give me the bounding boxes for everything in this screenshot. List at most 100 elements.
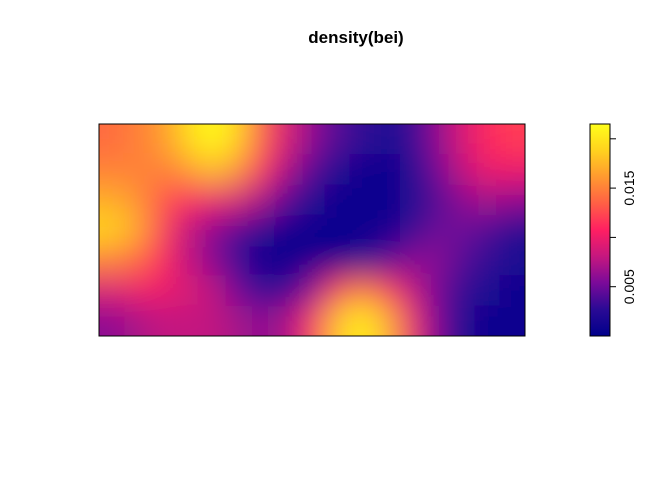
heatmap-cell — [299, 84, 325, 155]
heatmap-cell — [274, 84, 300, 155]
heatmap-cell — [500, 154, 566, 185]
heatmap-cell — [59, 275, 125, 306]
heatmap-cell — [375, 185, 401, 216]
heatmap-cell — [299, 154, 325, 185]
heatmap-cell — [124, 154, 150, 185]
heatmap-cell — [475, 154, 501, 185]
heatmap-cell — [375, 306, 401, 377]
heatmap-cell — [59, 306, 125, 377]
heatmap-cell — [249, 84, 275, 155]
heatmap-cell — [224, 306, 250, 377]
colorbar-tick-label: 0.005 — [621, 269, 637, 304]
heatmap-cell — [350, 84, 376, 155]
heatmap-cell — [425, 215, 451, 246]
heatmap-cell — [400, 185, 426, 216]
heatmap-cell — [425, 84, 451, 155]
heatmap-cell — [325, 84, 351, 155]
colorbar-gradient — [590, 124, 610, 336]
heatmap-cell — [375, 215, 401, 246]
heatmap-cell — [199, 185, 225, 216]
heatmap-cell — [249, 245, 275, 276]
heatmap-cell — [249, 215, 275, 246]
heatmap-cell — [425, 245, 451, 276]
heatmap-cell — [149, 84, 175, 155]
heatmap-cell — [350, 245, 376, 276]
heatmap-cell — [59, 245, 125, 276]
heatmap-cell — [59, 215, 125, 246]
heatmap-cell — [375, 245, 401, 276]
heatmap-cell — [450, 154, 476, 185]
heatmap-cell — [400, 154, 426, 185]
heatmap — [59, 84, 566, 377]
heatmap-cell — [325, 245, 351, 276]
heatmap-cell — [350, 306, 376, 377]
heatmap-cell — [249, 154, 275, 185]
heatmap-cell — [199, 215, 225, 246]
heatmap-cell — [149, 154, 175, 185]
heatmap-cell — [450, 306, 476, 377]
heatmap-cell — [224, 84, 250, 155]
heatmap-cell — [500, 275, 566, 306]
heatmap-cell — [59, 154, 125, 185]
heatmap-cell — [375, 84, 401, 155]
heatmap-cell — [274, 245, 300, 276]
heatmap-cell — [500, 215, 566, 246]
heatmap-cell — [425, 306, 451, 377]
heatmap-cell — [325, 275, 351, 306]
heatmap-cell — [274, 275, 300, 306]
heatmap-cell — [425, 154, 451, 185]
heatmap-cell — [299, 306, 325, 377]
heatmap-cell — [299, 185, 325, 216]
heatmap-cell — [59, 84, 125, 155]
heatmap-cell — [375, 275, 401, 306]
heatmap-cell — [174, 215, 200, 246]
heatmap-cell — [325, 154, 351, 185]
heatmap-cell — [500, 245, 566, 276]
heatmap-cell — [124, 185, 150, 216]
heatmap-cell — [299, 275, 325, 306]
heatmap-cell — [450, 185, 476, 216]
heatmap-cell — [124, 245, 150, 276]
heatmap-cell — [59, 185, 125, 216]
heatmap-cell — [475, 306, 501, 377]
heatmap-cell — [199, 306, 225, 377]
heatmap-cell — [249, 275, 275, 306]
heatmap-cell — [174, 275, 200, 306]
heatmap-cell — [199, 154, 225, 185]
heatmap-cell — [325, 185, 351, 216]
heatmap-cell — [274, 185, 300, 216]
heatmap-cell — [500, 84, 566, 155]
heatmap-cell — [299, 245, 325, 276]
heatmap-cell — [450, 84, 476, 155]
heatmap-cell — [124, 275, 150, 306]
heatmap-cell — [149, 245, 175, 276]
heatmap-cell — [375, 154, 401, 185]
heatmap-cell — [224, 154, 250, 185]
heatmap-cell — [475, 215, 501, 246]
heatmap-cell — [400, 84, 426, 155]
heatmap-cell — [425, 185, 451, 216]
heatmap-cell — [475, 84, 501, 155]
heatmap-cell — [174, 154, 200, 185]
heatmap-cell — [124, 215, 150, 246]
heatmap-cell — [174, 84, 200, 155]
heatmap-cell — [400, 245, 426, 276]
heatmap-cell — [299, 215, 325, 246]
heatmap-cell — [325, 215, 351, 246]
heatmap-cell — [174, 245, 200, 276]
heatmap-cell — [199, 84, 225, 155]
heatmap-cell — [199, 245, 225, 276]
heatmap-cell — [124, 84, 150, 155]
heatmap-cell — [149, 215, 175, 246]
heatmap-cell — [350, 185, 376, 216]
heatmap-cell — [475, 275, 501, 306]
colorbar-tick-label: 0.015 — [621, 170, 637, 205]
heatmap-cell — [274, 154, 300, 185]
heatmap-cell — [450, 245, 476, 276]
heatmap-cell — [450, 215, 476, 246]
heatmap-cell — [224, 185, 250, 216]
heatmap-cell — [400, 306, 426, 377]
heatmap-cell — [350, 275, 376, 306]
heatmap-cell — [500, 185, 566, 216]
